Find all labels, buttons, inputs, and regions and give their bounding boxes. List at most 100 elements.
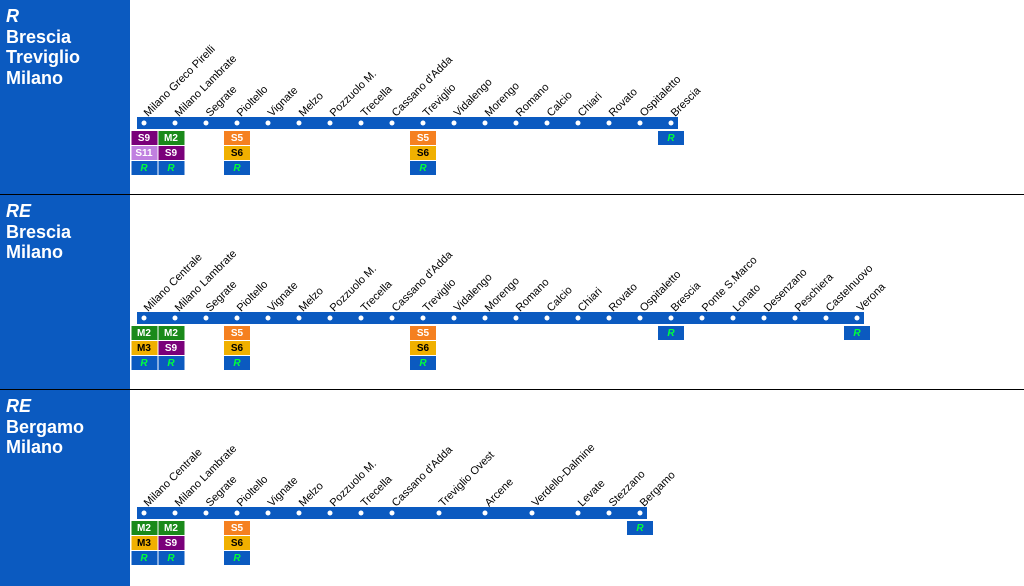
stop-label: Pioltello bbox=[235, 84, 271, 120]
stop-dot bbox=[576, 121, 581, 126]
connection-badge: R bbox=[131, 551, 157, 565]
line-diagram: Milano CentraleM2M2M3S9RRMilano Lambrate… bbox=[130, 390, 1024, 586]
service-row: REBergamoMilanoMilano CentraleM2M2M3S9RR… bbox=[0, 390, 1024, 586]
stop-dot bbox=[297, 316, 302, 321]
service-code: R bbox=[6, 6, 124, 27]
stop-label: Vignate bbox=[266, 280, 301, 315]
stop-label: Levate bbox=[576, 477, 608, 509]
connection-badge: S5 bbox=[410, 326, 436, 340]
connection-badge: S6 bbox=[410, 341, 436, 355]
service-code: RE bbox=[6, 396, 124, 417]
service-title-line: Treviglio bbox=[6, 47, 124, 68]
stop-dot bbox=[576, 511, 581, 516]
connection-badges: S5S6R bbox=[410, 326, 436, 370]
stop-label: Melzo bbox=[297, 285, 326, 314]
stop-dot bbox=[607, 316, 612, 321]
connection-badge: S9 bbox=[158, 146, 184, 160]
stop-label: Chiari bbox=[576, 90, 605, 119]
stop-label: Calcio bbox=[545, 284, 575, 314]
service-header: REBergamoMilano bbox=[0, 390, 130, 586]
service-title-line: Bergamo bbox=[6, 417, 124, 438]
service-header: RBresciaTreviglioMilano bbox=[0, 0, 130, 194]
stop-label: Melzo bbox=[297, 90, 326, 119]
stop-dot bbox=[855, 316, 860, 321]
connection-badge: S5 bbox=[224, 131, 250, 145]
stop-dot bbox=[483, 121, 488, 126]
stop-dot bbox=[514, 316, 519, 321]
stop-dot bbox=[529, 511, 534, 516]
connection-badges: R bbox=[844, 326, 870, 340]
stop-dot bbox=[390, 316, 395, 321]
stop-dot bbox=[328, 316, 333, 321]
stop-dot bbox=[421, 316, 426, 321]
stop-label: Melzo bbox=[297, 480, 326, 509]
stop-label: Vignate bbox=[266, 85, 301, 120]
stop-dot bbox=[235, 316, 240, 321]
stop-dot bbox=[204, 511, 209, 516]
service-title-line: Milano bbox=[6, 242, 124, 263]
stop-dot bbox=[452, 121, 457, 126]
connection-badge: R bbox=[158, 356, 184, 370]
stop-dot bbox=[731, 316, 736, 321]
stop-dot bbox=[669, 121, 674, 126]
stop-dot bbox=[266, 511, 271, 516]
connection-badges: M2M2M3S9RR bbox=[131, 326, 184, 370]
stop-dot bbox=[421, 121, 426, 126]
connection-badge: R bbox=[410, 161, 436, 175]
service-code: RE bbox=[6, 201, 124, 222]
stop-dot bbox=[266, 121, 271, 126]
line-diagram: Milano CentraleM2M2M3S9RRMilano Lambrate… bbox=[130, 195, 1024, 389]
connection-badge: S6 bbox=[224, 341, 250, 355]
stop-dot bbox=[173, 511, 178, 516]
stop-dot bbox=[297, 511, 302, 516]
stop-dot bbox=[390, 121, 395, 126]
stop-label: Chiari bbox=[576, 285, 605, 314]
stop-dot bbox=[638, 121, 643, 126]
stop-dot bbox=[142, 121, 147, 126]
connection-badge: R bbox=[844, 326, 870, 340]
connection-badge: R bbox=[131, 356, 157, 370]
stop-dot bbox=[266, 316, 271, 321]
service-title-line: Brescia bbox=[6, 222, 124, 243]
service-row: REBresciaMilanoMilano CentraleM2M2M3S9RR… bbox=[0, 195, 1024, 390]
stop-dot bbox=[359, 121, 364, 126]
stop-dot bbox=[436, 511, 441, 516]
connection-badge: S6 bbox=[224, 146, 250, 160]
stop-dot bbox=[607, 121, 612, 126]
connection-badges: R bbox=[627, 521, 653, 535]
service-title-line: Milano bbox=[6, 437, 124, 458]
connection-badge: S5 bbox=[410, 131, 436, 145]
connection-badges: S5S6R bbox=[224, 521, 250, 565]
connection-badges: R bbox=[658, 131, 684, 145]
stop-dot bbox=[390, 511, 395, 516]
stop-dot bbox=[142, 511, 147, 516]
stop-dot bbox=[235, 121, 240, 126]
stop-dot bbox=[700, 316, 705, 321]
stop-dot bbox=[328, 511, 333, 516]
stop-label: Rovato bbox=[607, 86, 640, 119]
stop-dot bbox=[359, 316, 364, 321]
stop-dot bbox=[452, 316, 457, 321]
stop-dot bbox=[607, 511, 612, 516]
stop-dot bbox=[762, 316, 767, 321]
stop-dot bbox=[514, 121, 519, 126]
stop-label: Rovato bbox=[607, 281, 640, 314]
stop-dot bbox=[204, 316, 209, 321]
connection-badge: R bbox=[224, 161, 250, 175]
stop-dot bbox=[669, 316, 674, 321]
service-header: REBresciaMilano bbox=[0, 195, 130, 389]
connection-badge: R bbox=[410, 356, 436, 370]
connection-badge: S11 bbox=[131, 146, 157, 160]
connection-badge: M2 bbox=[158, 521, 184, 535]
connection-badge: S5 bbox=[224, 326, 250, 340]
connection-badge: R bbox=[131, 161, 157, 175]
connection-badge: M3 bbox=[131, 341, 157, 355]
stop-dot bbox=[545, 121, 550, 126]
stop-dot bbox=[359, 511, 364, 516]
route-bar bbox=[137, 117, 678, 129]
connection-badge: S5 bbox=[224, 521, 250, 535]
connection-badges: S9M2S11S9RR bbox=[131, 131, 184, 175]
route-bar bbox=[137, 312, 864, 324]
stop-dot bbox=[173, 316, 178, 321]
stop-dot bbox=[824, 316, 829, 321]
